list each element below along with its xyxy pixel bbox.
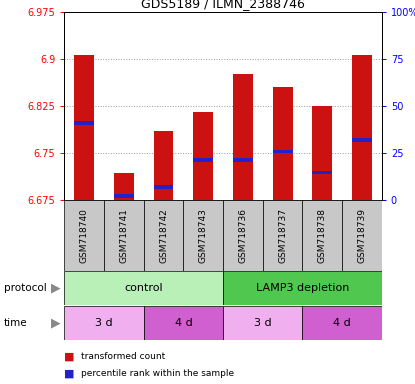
Text: 3 d: 3 d: [254, 318, 271, 328]
Text: LAMP3 depletion: LAMP3 depletion: [256, 283, 349, 293]
Text: 3 d: 3 d: [95, 318, 113, 328]
Bar: [154, 185, 173, 189]
Bar: [114, 194, 134, 198]
Bar: [74, 121, 94, 125]
Text: GSM718739: GSM718739: [357, 208, 366, 263]
Bar: [263, 200, 303, 271]
Text: GSM718736: GSM718736: [238, 208, 247, 263]
Bar: [223, 306, 303, 340]
Bar: [233, 159, 253, 162]
Text: protocol: protocol: [4, 283, 47, 293]
Bar: [223, 200, 263, 271]
Bar: [233, 74, 253, 200]
Text: ■: ■: [64, 368, 75, 378]
Text: control: control: [124, 283, 163, 293]
Text: GSM718740: GSM718740: [80, 208, 89, 263]
Bar: [64, 200, 104, 271]
Bar: [144, 200, 183, 271]
Text: ▶: ▶: [51, 316, 60, 329]
Text: percentile rank within the sample: percentile rank within the sample: [81, 369, 234, 378]
Text: ■: ■: [64, 351, 75, 361]
Text: GSM718743: GSM718743: [199, 208, 208, 263]
Text: GSM718737: GSM718737: [278, 208, 287, 263]
Bar: [64, 271, 223, 305]
Text: ▶: ▶: [51, 282, 60, 295]
Bar: [154, 131, 173, 200]
Bar: [183, 200, 223, 271]
Text: transformed count: transformed count: [81, 352, 165, 361]
Bar: [273, 150, 293, 153]
Text: GSM718738: GSM718738: [318, 208, 327, 263]
Bar: [352, 55, 372, 200]
Bar: [193, 112, 213, 200]
Bar: [74, 55, 94, 200]
Bar: [303, 306, 382, 340]
Bar: [303, 200, 342, 271]
Text: 4 d: 4 d: [333, 318, 351, 328]
Bar: [223, 271, 382, 305]
Bar: [64, 306, 144, 340]
Bar: [193, 159, 213, 162]
Bar: [342, 200, 382, 271]
Bar: [144, 306, 223, 340]
Title: GDS5189 / ILMN_2388746: GDS5189 / ILMN_2388746: [141, 0, 305, 10]
Bar: [273, 87, 293, 200]
Bar: [312, 106, 332, 200]
Bar: [104, 200, 144, 271]
Text: GSM718741: GSM718741: [120, 208, 128, 263]
Text: 4 d: 4 d: [174, 318, 192, 328]
Bar: [114, 173, 134, 200]
Text: time: time: [4, 318, 28, 328]
Text: GSM718742: GSM718742: [159, 208, 168, 263]
Bar: [352, 138, 372, 142]
Bar: [312, 171, 332, 174]
